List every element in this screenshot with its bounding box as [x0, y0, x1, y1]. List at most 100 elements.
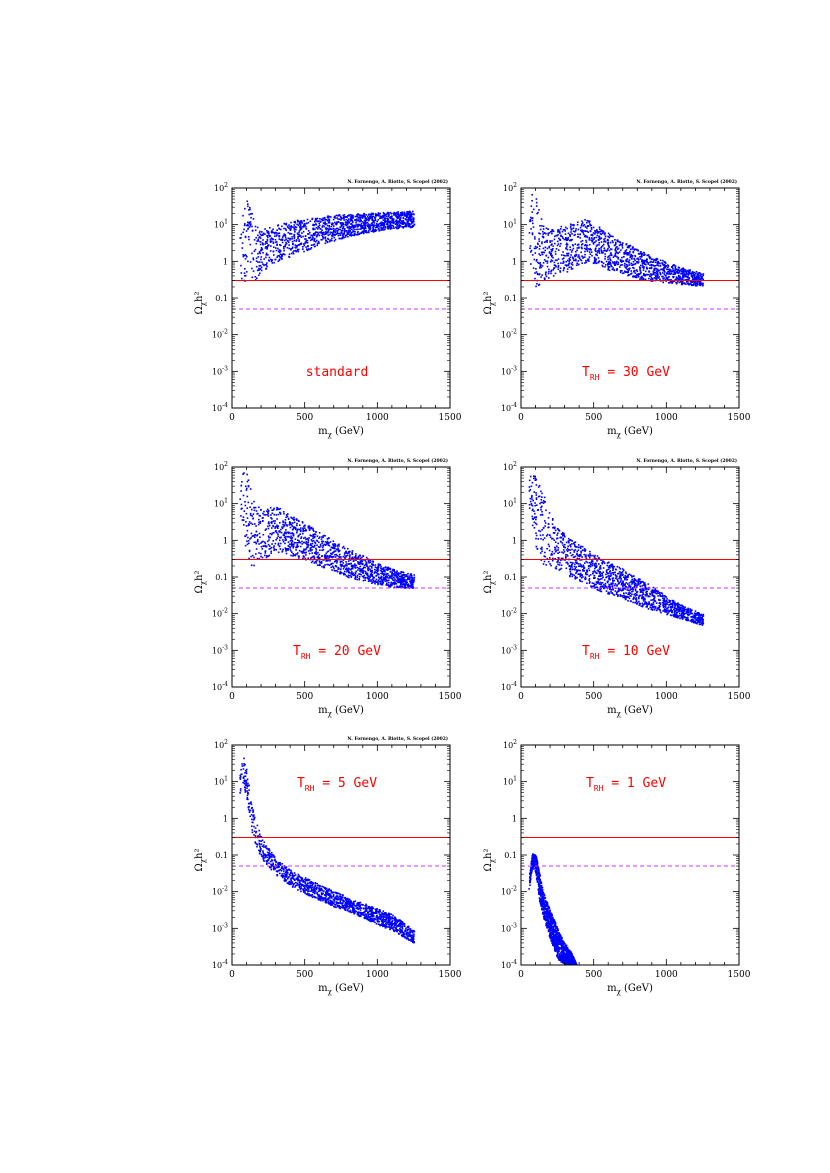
data-point — [642, 600, 645, 602]
data-point — [290, 516, 292, 519]
data-point — [656, 275, 659, 277]
data-point — [668, 279, 670, 281]
data-point — [349, 550, 351, 553]
data-point — [283, 249, 285, 252]
data-point — [632, 260, 635, 263]
data-point — [360, 227, 363, 230]
data-point — [534, 245, 537, 248]
data-point — [550, 272, 552, 275]
data-point — [259, 241, 262, 243]
data-point — [363, 564, 366, 567]
data-point — [390, 583, 392, 585]
data-point — [532, 208, 535, 211]
data-point — [355, 554, 357, 557]
data-point — [574, 233, 576, 236]
data-point — [652, 258, 654, 261]
data-point — [542, 251, 544, 253]
data-point — [281, 236, 284, 238]
data-point — [393, 569, 395, 571]
data-point — [265, 256, 267, 259]
data-point — [405, 219, 408, 221]
data-point — [536, 259, 538, 261]
data-point — [640, 253, 643, 255]
data-point — [316, 231, 319, 234]
data-point — [321, 542, 324, 544]
data-point — [300, 221, 302, 224]
data-point — [639, 270, 642, 272]
data-point — [259, 520, 262, 523]
data-point — [353, 230, 356, 233]
data-point — [267, 259, 270, 261]
data-point — [609, 235, 611, 238]
data-point — [584, 234, 587, 237]
data-point — [352, 214, 354, 217]
data-point — [700, 275, 702, 278]
data-point — [381, 583, 383, 586]
data-point — [246, 507, 249, 509]
data-point — [629, 248, 632, 251]
data-point — [534, 502, 536, 504]
data-point — [604, 237, 606, 240]
data-point — [564, 238, 567, 240]
data-point — [384, 227, 387, 229]
data-point — [605, 590, 608, 592]
data-point — [400, 583, 402, 586]
data-point — [388, 577, 391, 579]
data-point — [583, 256, 586, 258]
data-point — [603, 240, 605, 243]
data-point — [273, 254, 275, 256]
data-point — [293, 233, 295, 236]
data-point — [363, 577, 365, 579]
data-point — [325, 223, 328, 225]
data-point — [365, 230, 368, 232]
data-point — [315, 239, 318, 242]
data-point — [539, 254, 542, 257]
data-point — [291, 238, 293, 240]
data-point — [547, 272, 550, 275]
data-point — [257, 538, 259, 541]
data-point — [301, 521, 304, 524]
data-point — [378, 222, 381, 225]
data-point — [363, 224, 366, 227]
data-point — [359, 557, 362, 559]
data-point — [358, 554, 361, 557]
data-point — [410, 212, 413, 215]
data-point — [622, 256, 625, 258]
data-point — [595, 230, 598, 232]
data-point — [687, 278, 690, 280]
data-point — [641, 253, 644, 255]
data-point — [397, 586, 400, 589]
data-point — [267, 525, 269, 528]
data-point — [662, 259, 664, 262]
data-point — [262, 233, 264, 236]
data-point — [411, 587, 414, 589]
data-point — [272, 520, 275, 522]
data-point — [307, 233, 310, 235]
data-point — [255, 242, 258, 245]
data-point — [539, 263, 542, 266]
data-point — [291, 236, 293, 238]
data-point — [334, 228, 336, 230]
data-point — [547, 256, 550, 259]
data-point — [329, 556, 331, 558]
data-point — [410, 585, 413, 588]
data-point — [385, 580, 388, 582]
data-point — [603, 247, 606, 249]
data-point — [656, 271, 659, 273]
data-point — [298, 233, 300, 236]
data-point — [303, 548, 305, 550]
data-point — [322, 540, 324, 543]
data-point — [299, 226, 301, 228]
data-point — [694, 277, 696, 279]
data-point — [532, 499, 534, 502]
data-point — [550, 259, 553, 261]
data-point — [594, 248, 597, 250]
data-point — [589, 248, 591, 251]
data-point — [258, 261, 261, 263]
data-point — [634, 272, 637, 274]
data-point — [279, 531, 281, 533]
data-point — [311, 560, 314, 562]
data-point — [567, 252, 570, 255]
data-point — [256, 240, 258, 242]
data-point — [269, 506, 272, 509]
